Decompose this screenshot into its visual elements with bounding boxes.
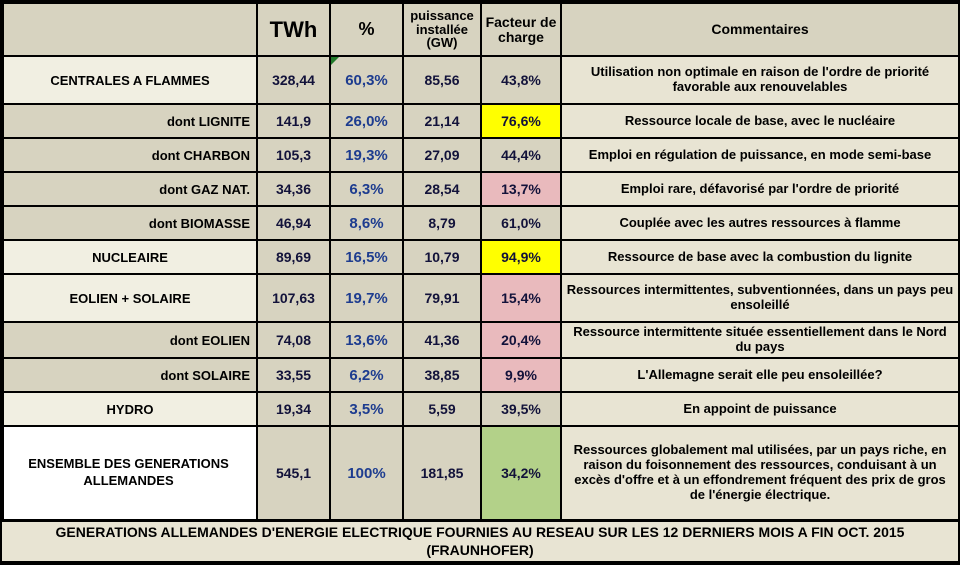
row-label: dont BIOMASSE xyxy=(2,205,258,242)
table-row: NUCLEAIRE 89,69 16,5% 10,79 94,9% Ressou… xyxy=(2,239,960,276)
cell-pct: 16,5% xyxy=(329,239,404,276)
cell-load-factor: 44,4% xyxy=(480,137,562,174)
cell-twh: 74,08 xyxy=(256,321,331,360)
cell-gw: 21,14 xyxy=(402,103,482,140)
cell-gw: 10,79 xyxy=(402,239,482,276)
col-header-gw: puissance installée (GW) xyxy=(402,1,482,58)
cell-pct: 19,3% xyxy=(329,137,404,174)
row-label: NUCLEAIRE xyxy=(2,239,258,276)
cell-pct: 13,6% xyxy=(329,321,404,360)
row-label: CENTRALES A FLAMMES xyxy=(2,55,258,106)
cell-gw: 181,85 xyxy=(402,425,482,521)
row-label: dont SOLAIRE xyxy=(2,357,258,394)
cell-gw: 8,79 xyxy=(402,205,482,242)
cell-pct: 60,3% xyxy=(329,55,404,106)
row-label: dont GAZ NAT. xyxy=(2,171,258,208)
cell-gw: 38,85 xyxy=(402,357,482,394)
cell-twh: 33,55 xyxy=(256,357,331,394)
cell-pct: 6,2% xyxy=(329,357,404,394)
cell-twh: 107,63 xyxy=(256,273,331,324)
table-row: dont EOLIEN 74,08 13,6% 41,36 20,4% Ress… xyxy=(2,321,960,360)
table-row: dont SOLAIRE 33,55 6,2% 38,85 9,9% L'All… xyxy=(2,357,960,394)
cell-gw: 5,59 xyxy=(402,391,482,428)
cell-pct-value: 60,3% xyxy=(345,71,388,89)
row-label: HYDRO xyxy=(2,391,258,428)
row-label: EOLIEN + SOLAIRE xyxy=(2,273,258,324)
cell-load-factor: 94,9% xyxy=(480,239,562,276)
cell-pct: 100% xyxy=(329,425,404,521)
cell-comment: Ressource intermittente située essentiel… xyxy=(560,321,960,360)
col-header-empty xyxy=(2,1,258,58)
cell-pct: 6,3% xyxy=(329,171,404,208)
comment-marker-icon xyxy=(332,58,339,66)
cell-comment: Emploi rare, défavorisé par l'ordre de p… xyxy=(560,171,960,208)
col-header-pct: % xyxy=(329,1,404,58)
caption-line-1: GENERATIONS ALLEMANDES D'ENERGIE ELECTRI… xyxy=(55,523,905,540)
cell-twh: 328,44 xyxy=(256,55,331,106)
table-row: dont LIGNITE 141,9 26,0% 21,14 76,6% Res… xyxy=(2,103,960,140)
table-caption: GENERATIONS ALLEMANDES D'ENERGIE ELECTRI… xyxy=(2,520,958,561)
cell-twh: 34,36 xyxy=(256,171,331,208)
row-label: dont LIGNITE xyxy=(2,103,258,140)
cell-gw: 79,91 xyxy=(402,273,482,324)
cell-gw: 41,36 xyxy=(402,321,482,360)
header-row: TWh % puissance installée (GW) Facteur d… xyxy=(2,1,960,58)
cell-twh: 545,1 xyxy=(256,425,331,521)
table-row: dont GAZ NAT. 34,36 6,3% 28,54 13,7% Emp… xyxy=(2,171,960,208)
cell-load-factor: 15,4% xyxy=(480,273,562,324)
cell-load-factor: 20,4% xyxy=(480,321,562,360)
cell-load-factor: 39,5% xyxy=(480,391,562,428)
cell-twh: 89,69 xyxy=(256,239,331,276)
cell-twh: 19,34 xyxy=(256,391,331,428)
col-header-fc: Facteur de charge xyxy=(480,1,562,58)
table-row: CENTRALES A FLAMMES 328,44 60,3% 85,56 4… xyxy=(2,55,960,106)
cell-pct: 8,6% xyxy=(329,205,404,242)
cell-load-factor: 61,0% xyxy=(480,205,562,242)
table-row: HYDRO 19,34 3,5% 5,59 39,5% En appoint d… xyxy=(2,391,960,428)
caption-line-2: (FRAUNHOFER) xyxy=(426,541,534,558)
table-row-total: ENSEMBLE DES GENERATIONS ALLEMANDES 545,… xyxy=(2,425,960,521)
cell-load-factor: 34,2% xyxy=(480,425,562,521)
cell-comment: Ressources intermittentes, subventionnée… xyxy=(560,273,960,324)
cell-comment: Ressources globalement mal utilisées, pa… xyxy=(560,425,960,521)
cell-comment: Ressource locale de base, avec le nucléa… xyxy=(560,103,960,140)
cell-pct: 26,0% xyxy=(329,103,404,140)
cell-comment: En appoint de puissance xyxy=(560,391,960,428)
cell-load-factor: 9,9% xyxy=(480,357,562,394)
cell-comment: Utilisation non optimale en raison de l'… xyxy=(560,55,960,106)
cell-comment: Emploi en régulation de puissance, en mo… xyxy=(560,137,960,174)
cell-gw: 85,56 xyxy=(402,55,482,106)
cell-gw: 27,09 xyxy=(402,137,482,174)
cell-pct: 19,7% xyxy=(329,273,404,324)
col-header-twh: TWh xyxy=(256,1,331,58)
table-row: dont BIOMASSE 46,94 8,6% 8,79 61,0% Coup… xyxy=(2,205,960,242)
cell-twh: 141,9 xyxy=(256,103,331,140)
cell-comment: Ressource de base avec la combustion du … xyxy=(560,239,960,276)
cell-twh: 46,94 xyxy=(256,205,331,242)
cell-pct: 3,5% xyxy=(329,391,404,428)
cell-comment: Couplée avec les autres ressources à fla… xyxy=(560,205,960,242)
row-label: ENSEMBLE DES GENERATIONS ALLEMANDES xyxy=(2,425,258,521)
col-header-comment: Commentaires xyxy=(560,1,960,58)
table-row: dont CHARBON 105,3 19,3% 27,09 44,4% Emp… xyxy=(2,137,960,174)
table-row: EOLIEN + SOLAIRE 107,63 19,7% 79,91 15,4… xyxy=(2,273,960,324)
cell-twh: 105,3 xyxy=(256,137,331,174)
cell-load-factor: 13,7% xyxy=(480,171,562,208)
cell-load-factor: 76,6% xyxy=(480,103,562,140)
row-label: dont EOLIEN xyxy=(2,321,258,360)
data-table: TWh % puissance installée (GW) Facteur d… xyxy=(2,1,960,521)
cell-gw: 28,54 xyxy=(402,171,482,208)
cell-comment: L'Allemagne serait elle peu ensoleillée? xyxy=(560,357,960,394)
cell-load-factor: 43,8% xyxy=(480,55,562,106)
row-label: dont CHARBON xyxy=(2,137,258,174)
